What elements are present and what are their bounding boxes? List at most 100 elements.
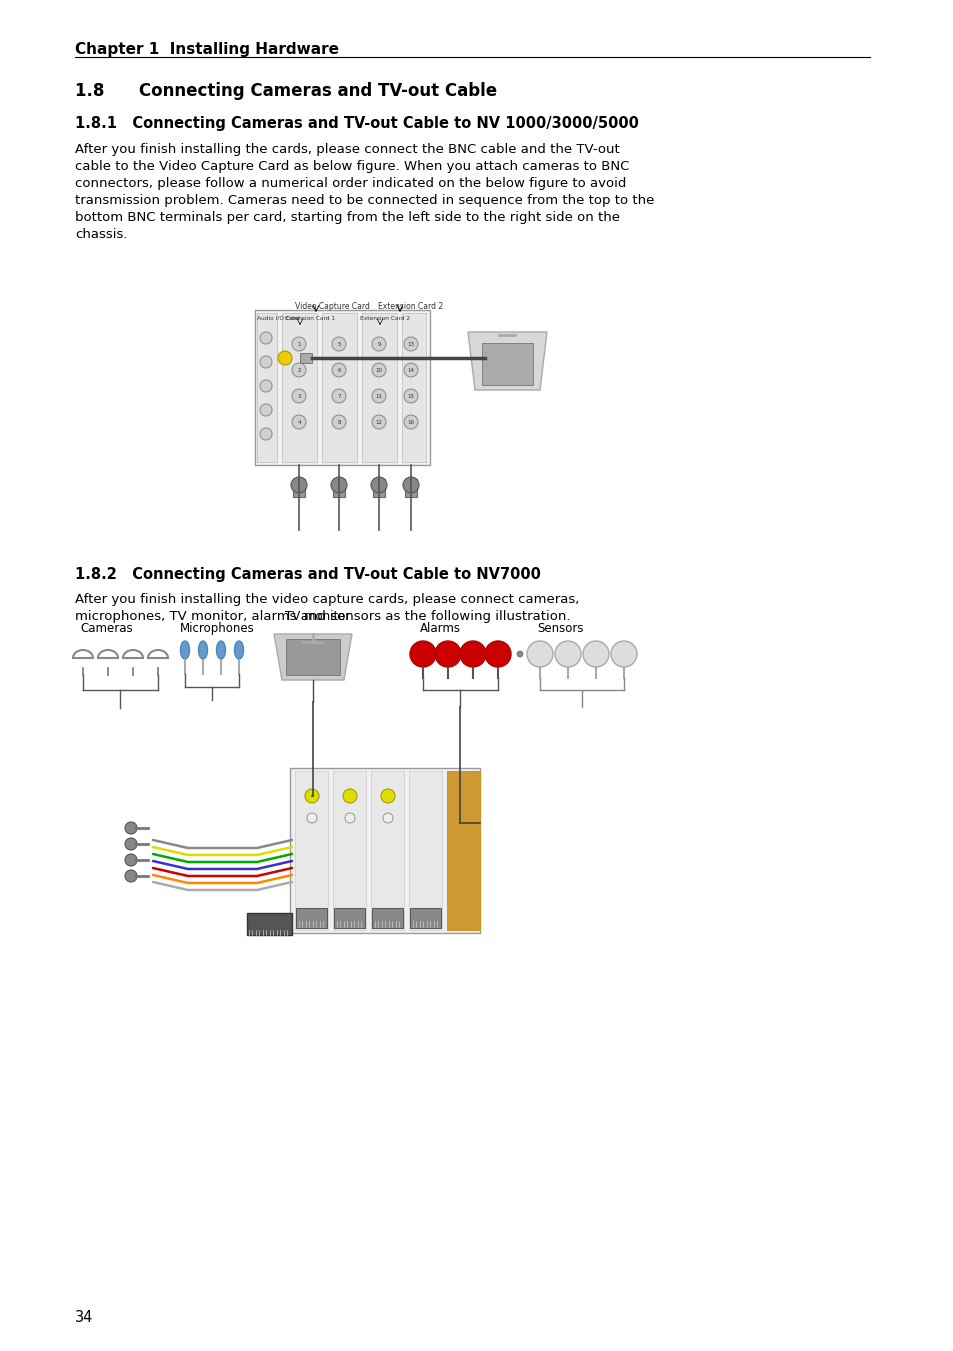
Bar [361, 313, 396, 462]
Circle shape [292, 389, 306, 403]
Circle shape [125, 821, 137, 834]
Circle shape [260, 404, 272, 416]
Text: 2: 2 [297, 367, 300, 373]
Circle shape [459, 640, 485, 667]
Text: 10: 10 [375, 367, 382, 373]
Text: Alarms: Alarms [419, 621, 460, 635]
Circle shape [291, 477, 307, 493]
Circle shape [343, 789, 356, 802]
Ellipse shape [198, 640, 208, 659]
Circle shape [277, 351, 292, 365]
Text: Microphones: Microphones [180, 621, 254, 635]
Circle shape [332, 336, 346, 351]
Ellipse shape [234, 640, 243, 659]
Text: Audio I/O Card: Audio I/O Card [256, 316, 299, 322]
Text: 9: 9 [376, 342, 380, 346]
Bar [293, 480, 305, 497]
Circle shape [292, 415, 306, 430]
Bar [447, 771, 479, 929]
Circle shape [331, 477, 347, 493]
Circle shape [403, 415, 417, 430]
Circle shape [125, 854, 137, 866]
Circle shape [372, 336, 386, 351]
Bar [290, 767, 479, 934]
Bar [333, 771, 366, 929]
Text: Video Capture Card: Video Capture Card [294, 303, 370, 311]
Text: 11: 11 [375, 393, 382, 399]
Bar [294, 771, 328, 929]
Bar [481, 343, 533, 385]
Circle shape [403, 336, 417, 351]
Circle shape [332, 389, 346, 403]
Circle shape [517, 651, 522, 657]
Text: Sensors: Sensors [537, 621, 583, 635]
Bar [410, 908, 440, 928]
Text: 15: 15 [407, 393, 414, 399]
Bar [247, 913, 292, 935]
Text: 13: 13 [407, 342, 414, 346]
Circle shape [372, 389, 386, 403]
Text: Extension Card 2: Extension Card 2 [359, 316, 410, 322]
Circle shape [332, 363, 346, 377]
Text: After you finish installing the cards, please connect the BNC cable and the TV-o: After you finish installing the cards, p… [75, 143, 619, 155]
Circle shape [332, 415, 346, 430]
Text: 1.8.1   Connecting Cameras and TV-out Cable to NV 1000/3000/5000: 1.8.1 Connecting Cameras and TV-out Cabl… [75, 116, 639, 131]
Text: bottom BNC terminals per card, starting from the left side to the right side on : bottom BNC terminals per card, starting … [75, 211, 619, 224]
Bar [373, 480, 385, 497]
Circle shape [403, 363, 417, 377]
Circle shape [555, 640, 580, 667]
Circle shape [372, 363, 386, 377]
Circle shape [260, 357, 272, 367]
Circle shape [526, 640, 553, 667]
Bar [409, 771, 441, 929]
Text: 14: 14 [407, 367, 414, 373]
Text: TV monitor: TV monitor [285, 611, 350, 623]
Text: microphones, TV monitor, alarms and sensors as the following illustration.: microphones, TV monitor, alarms and sens… [75, 611, 570, 623]
Circle shape [305, 789, 318, 802]
Text: 1: 1 [297, 342, 300, 346]
Ellipse shape [180, 640, 190, 659]
Text: Chapter 1  Installing Hardware: Chapter 1 Installing Hardware [75, 42, 338, 57]
Text: chassis.: chassis. [75, 228, 128, 240]
Circle shape [371, 477, 387, 493]
Bar [286, 639, 339, 676]
Circle shape [345, 813, 355, 823]
Text: 1.8      Connecting Cameras and TV-out Cable: 1.8 Connecting Cameras and TV-out Cable [75, 82, 497, 100]
Text: 16: 16 [407, 420, 414, 424]
Text: 12: 12 [375, 420, 382, 424]
Bar [295, 908, 327, 928]
Text: Extension Card 1: Extension Card 1 [285, 316, 335, 322]
Circle shape [382, 813, 393, 823]
Circle shape [410, 640, 436, 667]
Circle shape [403, 389, 417, 403]
Circle shape [260, 332, 272, 345]
Text: connectors, please follow a numerical order indicated on the below figure to avo: connectors, please follow a numerical or… [75, 177, 626, 190]
Circle shape [292, 363, 306, 377]
Text: 34: 34 [75, 1310, 93, 1325]
Circle shape [435, 640, 460, 667]
Ellipse shape [216, 640, 225, 659]
Text: 7: 7 [337, 393, 340, 399]
Circle shape [402, 477, 418, 493]
Text: cable to the Video Capture Card as below figure. When you attach cameras to BNC: cable to the Video Capture Card as below… [75, 159, 629, 173]
Circle shape [610, 640, 637, 667]
Bar [256, 313, 276, 462]
Text: After you finish installing the video capture cards, please connect cameras,: After you finish installing the video ca… [75, 593, 578, 607]
Circle shape [380, 789, 395, 802]
Text: Cameras: Cameras [80, 621, 132, 635]
Bar [405, 480, 416, 497]
Circle shape [307, 813, 316, 823]
Bar [254, 309, 430, 465]
Bar [282, 313, 316, 462]
Text: 6: 6 [337, 367, 340, 373]
Bar [299, 353, 312, 363]
Text: 1.8.2   Connecting Cameras and TV-out Cable to NV7000: 1.8.2 Connecting Cameras and TV-out Cabl… [75, 567, 540, 582]
Circle shape [582, 640, 608, 667]
Circle shape [260, 428, 272, 440]
Circle shape [125, 838, 137, 850]
Bar [334, 908, 365, 928]
Circle shape [260, 380, 272, 392]
Bar [371, 771, 403, 929]
Text: transmission problem. Cameras need to be connected in sequence from the top to t: transmission problem. Cameras need to be… [75, 195, 654, 207]
Circle shape [125, 870, 137, 882]
